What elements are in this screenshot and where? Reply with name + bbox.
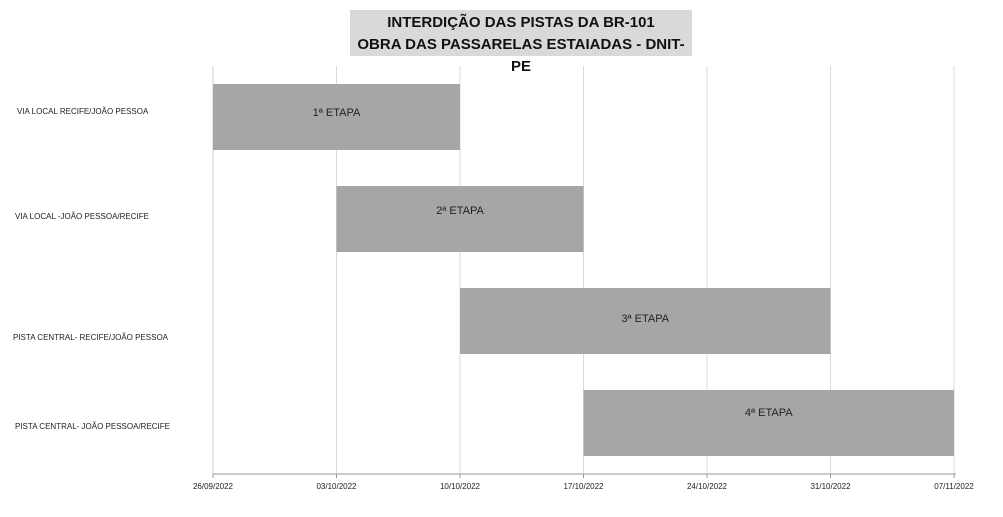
chart-title-line-2: OBRA DAS PASSARELAS ESTAIADAS - DNIT-PE [357, 36, 685, 75]
gantt-bar-label-1: 1ª ETAPA [313, 107, 361, 119]
bar-layer [213, 84, 954, 456]
x-tick-label-6: 07/11/2022 [934, 482, 974, 491]
gantt-bar-label-4: 4ª ETAPA [745, 407, 793, 419]
gantt-bar-1 [213, 84, 460, 150]
chart-title: INTERDIÇÃO DAS PISTAS DA BR-101 OBRA DAS… [350, 10, 692, 75]
gantt-bar-2 [336, 186, 584, 252]
category-label-4: PISTA CENTRAL- JOÃO PESSOA/RECIFE [15, 422, 170, 431]
label-layer: 26/09/2022 03/10/2022 10/10/2022 17/10/2022… [13, 107, 974, 491]
category-label-1: VIA LOCAL RECIFE/JOÃO PESSOA [17, 107, 149, 116]
x-tick-label-0: 26/09/2022 [193, 482, 234, 491]
x-tick-label-1: 03/10/2022 [316, 482, 357, 491]
category-label-3: PISTA CENTRAL- RECIFE/JOÃO PESSOA [13, 333, 169, 342]
chart-title-line-1: INTERDIÇÃO DAS PISTAS DA BR-101 [387, 14, 655, 31]
gantt-bar-label-2: 2ª ETAPA [436, 205, 484, 217]
category-label-2: VIA LOCAL -JOÃO PESSOA/RECIFE [15, 212, 149, 221]
gantt-bar-4 [583, 390, 954, 456]
gantt-bar-label-3: 3ª ETAPA [621, 313, 669, 325]
x-tick-label-3: 17/10/2022 [563, 482, 604, 491]
x-tick-label-5: 31/10/2022 [810, 482, 851, 491]
x-tick-label-2: 10/10/2022 [440, 482, 481, 491]
gantt-bar-3 [460, 288, 831, 354]
x-tick-label-4: 24/10/2022 [687, 482, 728, 491]
